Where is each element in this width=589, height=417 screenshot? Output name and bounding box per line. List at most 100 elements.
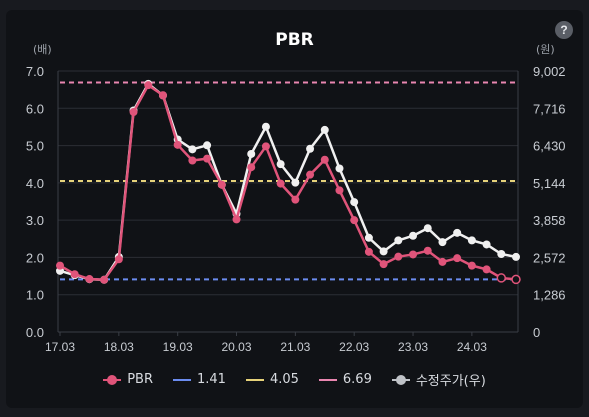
price-point [438, 238, 447, 247]
price-point [261, 122, 270, 131]
x-tick-label: 17.03 [45, 340, 75, 354]
y-right-tick-label: 5,144 [533, 176, 566, 191]
x-tick-label: 19.03 [163, 340, 193, 354]
price-point [394, 236, 403, 245]
price-point [276, 160, 285, 169]
pbr-point [467, 261, 476, 270]
pbr-point [335, 186, 344, 195]
y-right-tick-label: 6,430 [533, 139, 566, 154]
price-point [482, 240, 491, 249]
pbr-point [276, 179, 285, 188]
price-point [409, 231, 418, 240]
pbr-point [394, 252, 403, 261]
pbr-point [306, 170, 315, 179]
price-point [291, 178, 300, 187]
left-axis-unit: (배) [33, 43, 52, 56]
pbr-point [85, 275, 94, 284]
chart-legend: PBR 1.41 4.05 6.69 수정주가(우) [0, 370, 589, 389]
pbr-point [261, 142, 270, 151]
legend-line-swatch [318, 378, 337, 381]
y-right-tick-label: 3,858 [533, 213, 566, 228]
y-left-tick-label: 6.0 [26, 101, 44, 116]
price-point [306, 144, 315, 153]
y-left-tick-label: 0.0 [26, 325, 44, 340]
y-left-tick-label: 1.0 [26, 288, 44, 303]
pbr-point [247, 163, 256, 172]
y-left-tick-label: 5.0 [26, 139, 44, 154]
legend-item[interactable]: 1.41 [172, 370, 226, 389]
legend-label: 1.41 [196, 372, 226, 387]
pbr-point [129, 108, 138, 117]
x-tick-label: 20.03 [222, 340, 252, 354]
legend-line-icon [318, 375, 337, 385]
price-point [203, 141, 212, 150]
legend-item[interactable]: 6.69 [318, 370, 372, 389]
pbr-point [379, 260, 388, 269]
price-point [453, 228, 462, 237]
legend-item[interactable]: 4.05 [245, 370, 299, 389]
legend-item[interactable]: PBR [103, 370, 153, 389]
legend-dot-icon [103, 374, 122, 385]
legend-dot-swatch [395, 374, 406, 385]
price-point [467, 236, 476, 245]
pbr-point [482, 265, 491, 274]
price-point [350, 198, 359, 207]
pbr-point [511, 274, 521, 285]
chart-panel [6, 10, 583, 408]
y-left-tick-label: 3.0 [26, 213, 44, 228]
y-right-tick-label: 7,716 [533, 101, 566, 116]
y-left-tick-label: 2.0 [26, 250, 44, 265]
pbr-point [291, 195, 300, 204]
legend-dot-swatch [107, 374, 118, 385]
pbr-point [203, 154, 212, 163]
pbr-point [320, 155, 329, 164]
price-point [512, 252, 520, 261]
legend-label: 4.05 [269, 372, 299, 387]
legend-item[interactable]: 수정주가(우) [391, 370, 486, 389]
pbr-point [350, 216, 359, 225]
pbr-point [70, 270, 79, 279]
legend-label: PBR [127, 372, 153, 387]
pbr-point [423, 246, 432, 255]
y-left-tick-label: 4.0 [26, 176, 44, 191]
pbr-point [496, 273, 507, 283]
x-tick-label: 24.03 [457, 340, 487, 354]
pbr-point [453, 254, 462, 263]
pbr-point [364, 247, 373, 256]
x-tick-label: 18.03 [104, 340, 134, 354]
help-icon[interactable]: ? [555, 21, 573, 39]
right-axis-unit: (원) [536, 43, 555, 56]
legend-line-icon [245, 375, 264, 385]
x-tick-label: 21.03 [280, 340, 310, 354]
pbr-point [217, 180, 226, 189]
y-right-tick-label: 2,572 [533, 250, 566, 265]
y-right-tick-label: 9,002 [533, 64, 566, 79]
x-tick-label: 23.03 [398, 340, 428, 354]
y-right-tick-label: 0 [533, 325, 540, 340]
price-point [364, 233, 373, 242]
legend-label: 6.69 [342, 372, 372, 387]
price-point [423, 224, 432, 233]
price-point [379, 247, 388, 256]
price-point [497, 250, 506, 259]
price-point [247, 149, 256, 158]
legend-line-icon [172, 375, 191, 385]
legend-label: 수정주가(우) [415, 374, 486, 389]
pbr-point [438, 257, 447, 266]
price-point [320, 125, 329, 134]
pbr-point [114, 255, 123, 264]
legend-line-swatch [245, 378, 264, 381]
pbr-point [188, 156, 197, 165]
pbr-point [100, 275, 109, 284]
pbr-point [158, 91, 167, 100]
x-tick-label: 22.03 [339, 340, 369, 354]
y-right-tick-label: 1,286 [533, 288, 566, 303]
price-point [188, 145, 197, 154]
legend-line-swatch [172, 378, 191, 381]
pbr-point [144, 81, 153, 90]
pbr-point [56, 261, 64, 270]
pbr-point [232, 215, 241, 224]
chart-title: PBR [275, 30, 314, 50]
legend-dot-icon [391, 374, 410, 385]
